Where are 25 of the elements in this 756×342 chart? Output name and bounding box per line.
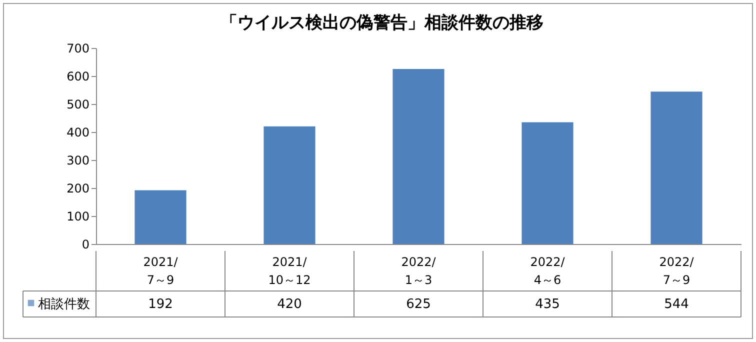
- bar: [392, 69, 444, 244]
- y-tick-label: 400: [66, 126, 90, 140]
- data-label: 192: [148, 297, 173, 312]
- y-tick-label: 700: [66, 42, 90, 56]
- y-tick-label: 300: [66, 154, 90, 168]
- data-label: 625: [406, 297, 431, 312]
- legend-label: 相談件数: [38, 297, 90, 312]
- y-tick-label: 500: [66, 98, 90, 112]
- x-tick-label: 2021/10～12: [268, 255, 311, 287]
- y-tick-label: 600: [66, 70, 90, 84]
- y-tick-label: 200: [66, 182, 90, 196]
- x-tick-label: 2022/1～3: [401, 255, 437, 287]
- y-tick-label: 0: [82, 238, 90, 252]
- chart-title: 「ウイルス検出の偽警告」相談件数の推移: [220, 13, 544, 33]
- bar: [134, 190, 186, 244]
- data-label: 420: [277, 297, 302, 312]
- x-tick-label: 2022/7～9: [659, 255, 695, 287]
- bar: [522, 122, 574, 244]
- data-label: 435: [535, 297, 560, 312]
- data-label: 544: [664, 297, 689, 312]
- x-tick-label: 2021/7～9: [143, 255, 179, 287]
- bar: [650, 92, 702, 244]
- y-tick-label: 100: [66, 210, 90, 224]
- x-tick-label: 2022/4～6: [530, 255, 566, 287]
- bar: [264, 126, 316, 244]
